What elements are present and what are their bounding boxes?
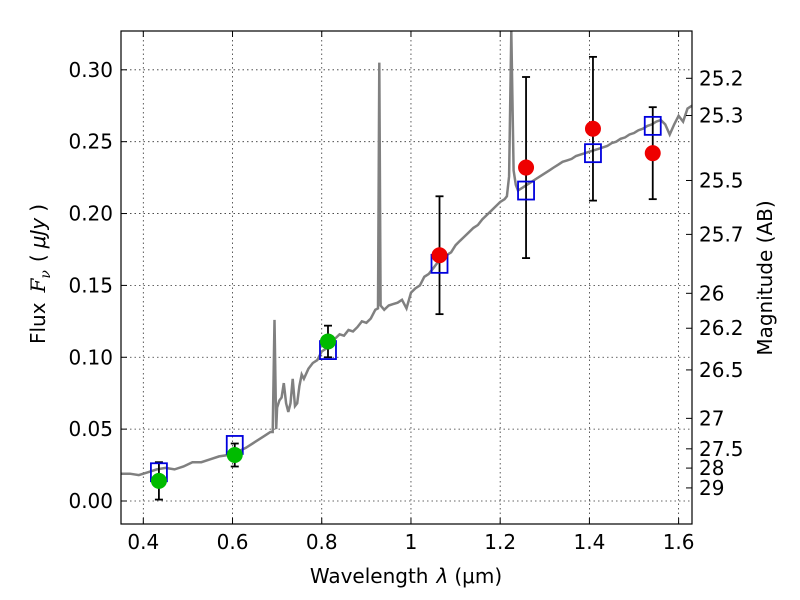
right-tick-label: 26.2 <box>699 316 744 340</box>
model-photometry-layer <box>150 115 662 483</box>
y-tick-label: 0.05 <box>68 417 113 441</box>
spectrum-line <box>121 31 692 477</box>
y-axis-label-open-paren: ( <box>26 254 50 262</box>
model-photometry-square <box>643 115 662 136</box>
x-tick-label: 1.4 <box>573 530 605 554</box>
y-tick-label: 0.20 <box>68 202 113 226</box>
observed-photometry-point <box>518 159 535 176</box>
y-tick-label: 0.00 <box>68 489 113 513</box>
right-tick-label: 25.5 <box>699 168 744 192</box>
right-tick-label: 26.5 <box>699 358 744 382</box>
y-tick-label: 0.25 <box>68 130 113 154</box>
y-tick-labels: 0.00 0.05 0.10 0.15 0.20 0.25 0.30 <box>68 58 113 513</box>
model-spectrum-layer <box>121 31 692 477</box>
x-axis-label-symbol: λ <box>436 564 449 588</box>
model-photometry-square <box>517 180 535 201</box>
right-tick-label: 26 <box>699 281 724 305</box>
y-axis-label-subscript: ν <box>38 270 54 279</box>
right-tick-label: 25.7 <box>699 222 744 246</box>
y-axis-label-unit: μJy <box>26 217 50 250</box>
x-tick-label: 0.8 <box>306 530 338 554</box>
right-tick-label: 29 <box>699 476 724 500</box>
errorbar-layer <box>154 55 657 501</box>
y-axis-label: Flux Fν ( μJy) <box>26 204 54 344</box>
y-tick-label: 0.30 <box>68 58 113 82</box>
x-tick-labels: 0.4 0.6 0.8 1 1.2 1.4 1.6 <box>127 530 694 554</box>
y-tick-label: 0.15 <box>68 273 113 297</box>
right-tick-label: 28 <box>699 456 724 480</box>
x-tick-label: 1.6 <box>663 530 695 554</box>
model-photometry-square <box>584 143 602 164</box>
observed-photometry-point <box>584 120 601 137</box>
x-tick-label: 0.4 <box>127 530 159 554</box>
tick-marks <box>121 31 692 524</box>
x-tick-label: 1 <box>405 530 418 554</box>
observed-photometry-point <box>226 447 243 464</box>
observed-photometry-layer <box>150 120 661 489</box>
right-tick-label: 25.2 <box>699 66 744 90</box>
x-tick-label: 1.2 <box>484 530 516 554</box>
x-axis-label-unit: (μm) <box>454 564 502 588</box>
observed-photometry-point <box>319 333 336 350</box>
y-axis-label-text: Flux <box>26 302 50 344</box>
right-tick-label: 27.5 <box>699 437 744 461</box>
x-axis-label-text: Wavelength <box>310 564 429 588</box>
right-axis-label: Magnitude (AB) <box>753 200 777 355</box>
y-tick-label: 0.10 <box>68 345 113 369</box>
observed-photometry-point <box>431 247 448 264</box>
y-axis-label-symbol: F <box>26 277 50 293</box>
plot-frame <box>120 30 693 525</box>
grid <box>121 31 692 524</box>
x-axis-label: Wavelength λ (μm) <box>310 564 502 588</box>
observed-photometry-point <box>150 472 167 489</box>
x-tick-label: 0.6 <box>217 530 249 554</box>
right-tick-label: 27 <box>699 406 724 430</box>
observed-photometry-point <box>644 145 661 162</box>
y-axis-label-close-paren: ) <box>26 204 50 212</box>
right-tick-label: 25.3 <box>699 104 744 128</box>
